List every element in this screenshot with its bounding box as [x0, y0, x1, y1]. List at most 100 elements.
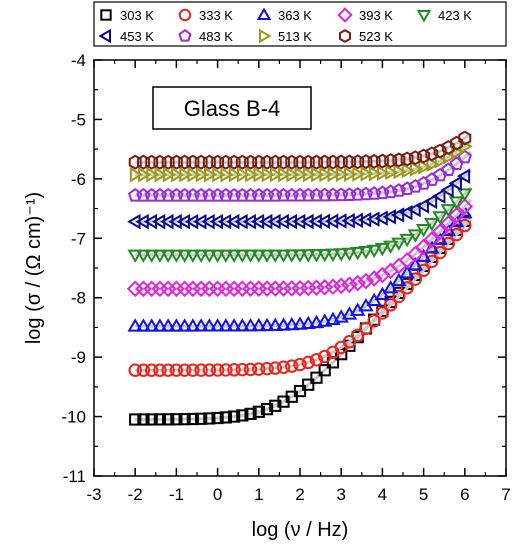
data-point: [408, 150, 422, 166]
data-point: [326, 154, 340, 170]
data-point: [129, 413, 142, 426]
y-tick-label: -6: [71, 170, 86, 189]
legend-marker: [416, 10, 432, 23]
data-point: [308, 314, 325, 329]
data-point: [153, 413, 167, 426]
data-point: [399, 181, 415, 195]
x-tick-label: 7: [501, 485, 510, 504]
data-point: [358, 246, 374, 260]
data-point: [252, 405, 265, 418]
data-point: [267, 213, 281, 230]
data-point: [384, 153, 398, 169]
data-point: [268, 154, 282, 170]
data-point: [176, 249, 193, 263]
data-point: [425, 146, 439, 162]
data-point: [143, 249, 160, 263]
data-point: [260, 361, 274, 376]
data-point: [365, 270, 383, 287]
data-point: [260, 403, 274, 416]
data-point: [259, 249, 275, 263]
data-point: [145, 154, 159, 170]
data-point: [440, 182, 454, 198]
annotation-text: Glass B-4: [184, 96, 281, 121]
y-tick-label: -7: [71, 229, 86, 248]
data-point: [341, 247, 358, 262]
data-point: [144, 187, 159, 202]
y-tick-label: -5: [71, 110, 86, 129]
data-point: [431, 223, 449, 240]
data-point: [291, 213, 306, 230]
y-tick-label: -4: [71, 51, 86, 70]
data-point: [146, 166, 160, 183]
data-point: [185, 187, 201, 202]
legend-label: 453 K: [120, 29, 154, 44]
data-point: [360, 166, 374, 182]
data-point: [219, 363, 233, 377]
data-point: [243, 362, 258, 377]
data-point: [441, 140, 455, 155]
data-point: [292, 316, 308, 330]
data-point: [319, 166, 333, 183]
data-point: [350, 187, 365, 201]
data-point: [375, 306, 390, 320]
series-453-k: [127, 168, 473, 230]
data-point: [374, 242, 391, 257]
data-point: [408, 272, 423, 286]
data-point: [193, 187, 209, 202]
data-point: [424, 172, 440, 186]
data-point: [383, 184, 398, 199]
x-tick-label: 1: [254, 485, 263, 504]
data-point: [185, 318, 201, 332]
data-point: [168, 213, 182, 230]
data-point: [169, 363, 184, 377]
data-point: [368, 165, 383, 182]
legend-label: 333 K: [199, 8, 233, 23]
data-point: [300, 315, 316, 330]
data-point: [359, 154, 373, 170]
data-point: [235, 187, 250, 202]
data-point: [432, 211, 448, 225]
data-point: [349, 247, 366, 261]
data-point: [450, 135, 464, 151]
data-point: [391, 237, 407, 251]
legend-label: 483 K: [199, 29, 233, 44]
data-point: [128, 154, 142, 170]
legend-item: 423 K: [416, 8, 472, 23]
data-point: [186, 363, 200, 377]
data-point: [415, 224, 432, 238]
data-point: [201, 318, 218, 332]
data-point: [286, 166, 300, 183]
data-point: [176, 318, 193, 332]
data-point: [129, 166, 144, 183]
data-point: [152, 187, 168, 202]
data-point: [317, 248, 333, 263]
data-point: [169, 154, 183, 170]
data-point: [234, 213, 248, 230]
data-point: [169, 187, 184, 202]
data-point: [151, 213, 166, 230]
data-point: [456, 168, 471, 184]
data-point: [186, 154, 200, 170]
data-point: [382, 240, 399, 254]
data-point: [458, 130, 472, 146]
data-point: [324, 278, 342, 295]
data-point: [358, 186, 374, 201]
data-point: [276, 187, 291, 202]
x-tick-label: 4: [378, 485, 387, 504]
legend-item: 513 K: [259, 28, 312, 44]
series-523-k: [128, 130, 472, 170]
data-point: [351, 154, 365, 170]
data-point: [407, 229, 424, 243]
data-point: [250, 213, 265, 230]
data-point: [170, 413, 183, 426]
legend-marker: [259, 28, 272, 44]
x-tick-label: 2: [295, 485, 304, 504]
data-point: [352, 166, 366, 182]
data-point: [292, 187, 308, 202]
data-point: [385, 164, 399, 181]
data-point: [193, 318, 209, 332]
data-point: [135, 318, 152, 332]
annotation-box: Glass B-4: [152, 86, 312, 130]
data-point: [301, 187, 316, 202]
